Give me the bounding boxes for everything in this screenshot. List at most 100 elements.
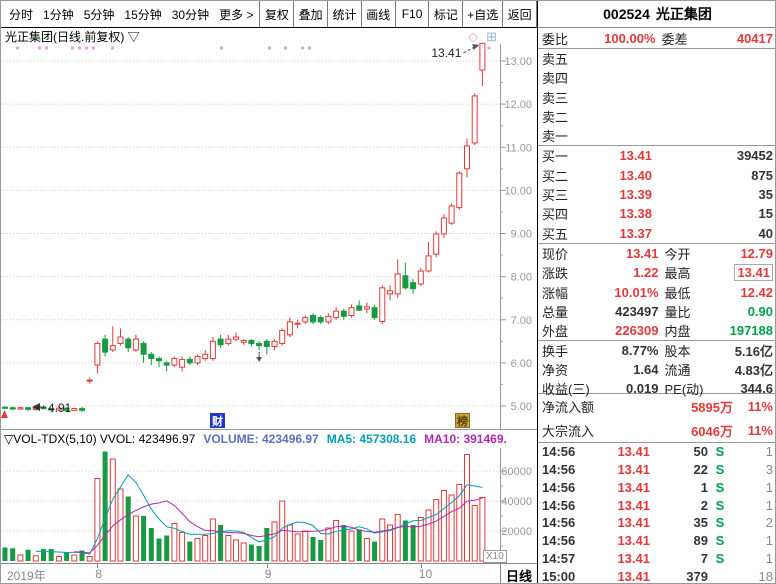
stock-header: 002524 光正集团 [538,1,775,28]
ranking-badge-icon[interactable]: 榜 [455,413,470,428]
buy-price: 13.37 [619,225,652,241]
toolbar-button-叠加[interactable]: 叠加 [293,1,327,27]
sell-level-label: 卖五 [542,52,569,68]
stat-value-inner: 4.83亿 [734,363,773,378]
volume-bar [410,525,416,561]
toolbar-button-统计[interactable]: 统计 [327,1,361,27]
toolbar-button-画线[interactable]: 画线 [360,1,395,27]
signal-dot [284,46,287,50]
tick-volume: 379 [686,568,708,584]
candle-body [448,205,455,224]
stat-label: 股本 [664,344,691,359]
candle-body [225,338,232,344]
volume-bar [171,523,178,562]
vol-ma10-value: MA10: 391469. [424,432,507,446]
buy-row[interactable]: 买三 13.39 35 [538,185,775,204]
volume-chart[interactable]: 20000 40000 60000 [1,448,537,563]
toolbar-button-F10[interactable]: F10 [394,1,429,27]
stat-label: 收益(三) [542,382,590,397]
axis-month-label: 8 [95,567,103,581]
fundamental-stats: 换手 8.77% 股本 5.16亿 净资 1.64 流通 4.83亿 收益(三) 0.019 PE(… [538,341,775,397]
toolbar: 分时 1分钟 5分钟 15分钟 30分钟 更多 > 复权 叠加 统计 画线 F10 标记 +自选 返回 [1,1,538,28]
tick-side: S [715,497,725,513]
toolbar-button-返回[interactable]: 返回 [502,1,538,27]
volume-bar [264,528,270,561]
candle-body [433,233,440,255]
toolbar-button-标记[interactable]: 标记 [428,1,462,27]
weibi-value: 100.00% [604,30,656,46]
candle-body [194,355,201,364]
volume-bar [248,544,254,561]
tick-volume: 7 [700,550,708,566]
buy-volume: 15 [758,206,773,222]
stat-value: 8.77% [621,343,659,358]
flow-percent: 11% [747,398,773,414]
volume-bar [402,520,408,561]
weibi-row: 委比 100.00% 委差 40417 [538,28,775,49]
stat-label: 总量 [542,304,569,320]
signal-dot [220,46,223,50]
candlestick-chart[interactable]: 13.00 12.00 11.00 10.00 9.00 8.00 7.00 6.00 5.00… [1,41,537,430]
candle-body [233,336,239,340]
volume-bar [71,554,78,562]
stat-label: 量比 [664,304,691,320]
period-tab-分时[interactable]: 分时 [9,7,34,22]
sell-row[interactable]: 卖五 [538,49,775,68]
buy-volume: 875 [751,167,773,183]
sell-row[interactable]: 卖四 [538,68,775,87]
finance-badge-icon[interactable]: 财 [210,413,225,428]
grid-layout-icon[interactable]: ⊞ [486,29,497,44]
price-axis-label: 12.00 [504,99,532,111]
buy-row[interactable]: 买一 13.41 39452 [538,146,775,165]
candle-body [163,362,170,366]
high-price-annotation: 13.41 [431,46,461,60]
buy-row[interactable]: 买四 13.38 15 [538,204,775,223]
stat-value-inner: 5.16亿 [734,344,773,359]
volume-bar [348,530,355,562]
volume-bar [394,514,401,562]
candle-body [387,290,393,295]
stat-row: 外盘 226309 内盘 197188 [538,321,775,340]
volume-bar [64,552,70,561]
chart-title-dropdown[interactable]: 光正集团(日线.前复权) ▽ [5,30,140,44]
price-axis-label: 13.00 [504,56,532,68]
period-label[interactable]: 日线 [500,564,537,583]
candle-body [132,338,139,351]
diamond-icon[interactable]: ◇ [468,29,479,44]
volume-bar [372,541,378,561]
volume-bar [417,517,424,562]
stat-label: 换手 [542,344,569,359]
price-axis-label: 10.00 [504,185,532,197]
volume-bar [310,537,316,561]
buy-row[interactable]: 买五 13.37 40 [538,224,775,243]
vol-value: VOLUME: 423496.97 [203,432,319,446]
toolbar-button-+自选[interactable]: +自选 [462,1,502,27]
vol-indicator-name[interactable]: ▽VOL-TDX(5,10) VVOL: 423496.97 [4,432,196,446]
tick-volume: 2 [700,497,708,513]
more-menu[interactable]: 更多 > [219,7,254,22]
tick-volume: 50 [693,444,708,460]
period-tab-1分钟[interactable]: 1分钟 [43,7,74,22]
volume-bar [194,538,201,562]
buy-level-label: 买三 [542,188,569,204]
period-menu: 分时 1分钟 5分钟 15分钟 30分钟 更多 > [1,1,259,27]
candle-body [394,273,401,295]
stat-value: 0.019 [625,381,659,396]
period-tab-30分钟[interactable]: 30分钟 [171,7,210,22]
sell-row[interactable]: 卖三 [538,87,775,106]
volume-scale-label: X10 [483,550,507,563]
candle-body [317,317,324,323]
title-icons: ◇ ⊞ [468,29,497,45]
tick-time: 14:56 [542,444,576,460]
volume-bar [48,549,54,561]
sell-row[interactable]: 卖二 [538,107,775,126]
candle-body [102,338,109,353]
buy-row[interactable]: 买二 13.40 875 [538,165,775,184]
period-tab-15分钟[interactable]: 15分钟 [124,7,162,22]
volume-bar [117,488,124,562]
period-tab-5分钟[interactable]: 5分钟 [83,7,115,22]
sell-row[interactable]: 卖一 [538,126,775,145]
toolbar-button-复权[interactable]: 复权 [259,1,293,27]
signal-dot [71,46,74,50]
candle-body [55,407,62,411]
